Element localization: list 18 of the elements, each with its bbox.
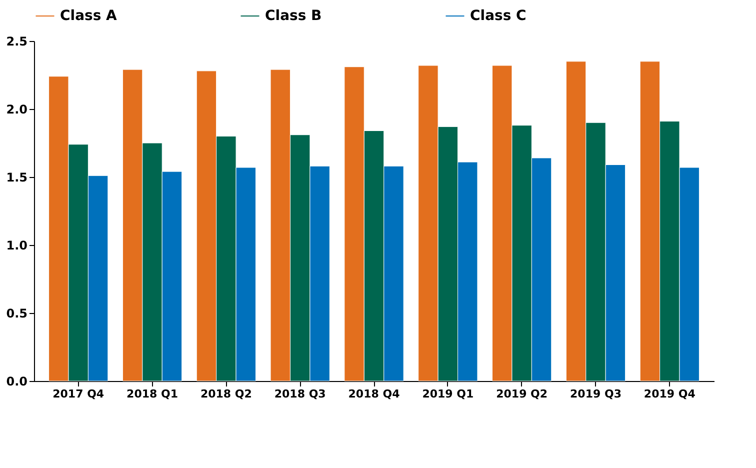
y-tick-label: 2.0 — [6, 102, 28, 116]
y-tick-label: 1.5 — [6, 170, 28, 184]
x-tick-label: 2019 Q2 — [496, 388, 548, 400]
x-tick-label: 2018 Q2 — [200, 388, 252, 400]
y-tick-label: 1.0 — [6, 238, 28, 252]
x-tick-label: 2018 Q3 — [274, 388, 326, 400]
y-tick-label: 0.0 — [6, 374, 28, 388]
x-tick-label: 2017 Q4 — [52, 388, 104, 400]
x-tick-label: 2019 Q3 — [570, 388, 622, 400]
x-tick-label: 2019 Q4 — [644, 388, 696, 400]
legend-label: Class B — [265, 8, 322, 24]
legend-label: Class C — [470, 8, 526, 24]
y-tick-label: 0.5 — [6, 306, 28, 320]
x-tick-label: 2019 Q1 — [422, 388, 474, 400]
legend-label: Class A — [60, 8, 118, 24]
y-tick-label: 2.5 — [6, 34, 28, 48]
x-tick-label: 2018 Q1 — [126, 388, 178, 400]
x-tick-label: 2018 Q4 — [348, 388, 400, 400]
